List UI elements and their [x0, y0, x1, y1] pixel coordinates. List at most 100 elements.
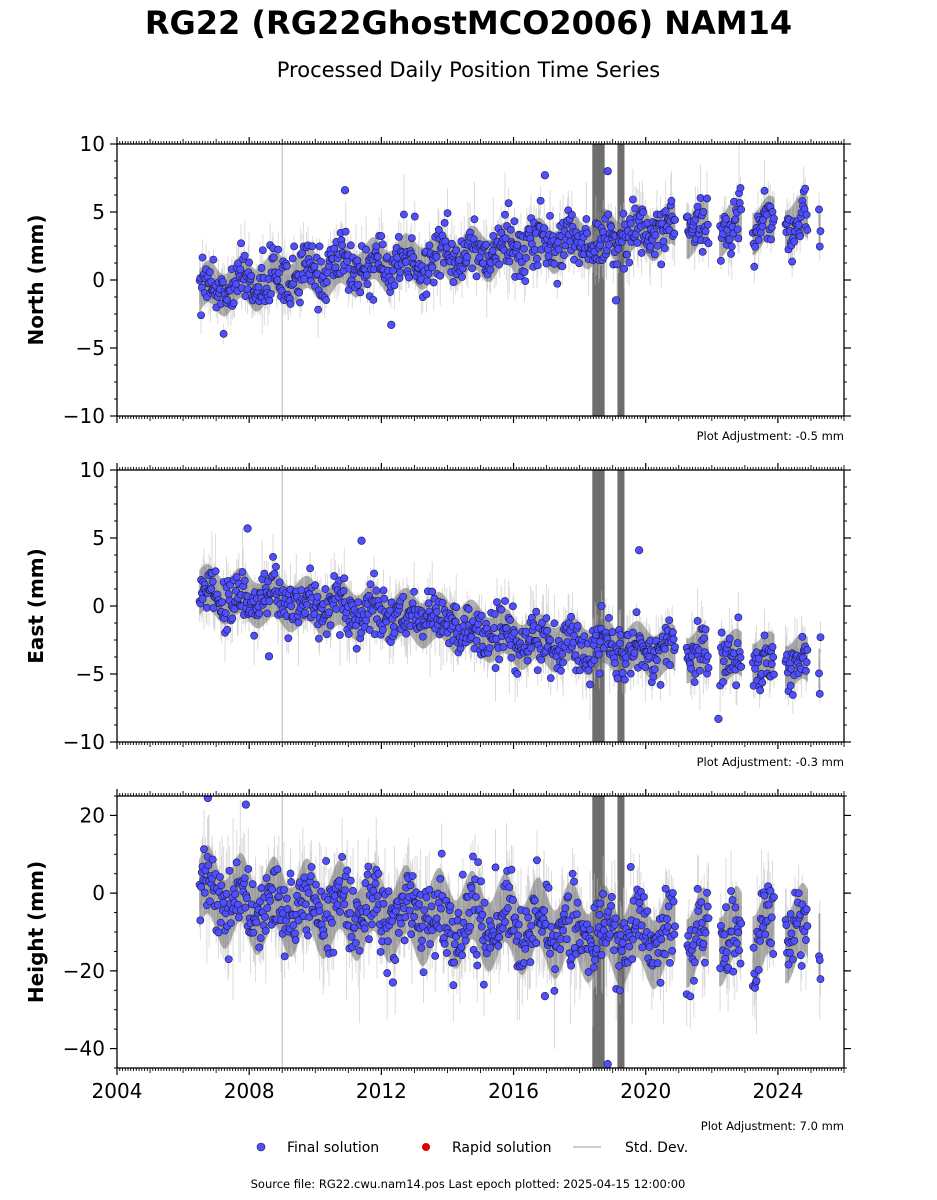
data-point: [550, 260, 559, 268]
data-point: [704, 239, 713, 248]
data-point: [458, 273, 466, 281]
data-point: [286, 300, 295, 308]
data-point: [423, 277, 432, 285]
data-point: [639, 208, 647, 217]
data-point: [369, 295, 378, 304]
panel-0: −10 −5 0 5 10 North (mm) Plot Adjustment: -0.5…: [24, 132, 851, 443]
data-point: [530, 246, 539, 254]
data-point: [653, 241, 662, 250]
y-tick-label: −5: [76, 336, 105, 360]
data-point: [698, 248, 707, 256]
data-point: [219, 329, 228, 338]
data-point: [237, 239, 245, 248]
data-point: [510, 217, 519, 226]
data-point: [703, 194, 711, 203]
data-point: [389, 266, 397, 275]
data-point: [436, 271, 445, 280]
data-point: [394, 232, 403, 241]
data-point: [208, 577, 217, 586]
data-point: [553, 279, 562, 288]
data-point: [505, 257, 514, 266]
data-point: [651, 231, 660, 240]
data-point: [254, 283, 263, 291]
data-point: [238, 568, 247, 576]
data-point: [657, 260, 666, 269]
data-point: [405, 273, 413, 282]
data-point: [631, 204, 639, 213]
data-point: [396, 268, 405, 277]
data-point: [619, 209, 628, 218]
data-point: [274, 245, 283, 254]
data-point: [232, 586, 240, 595]
data-point: [209, 255, 218, 264]
data-point: [452, 246, 461, 255]
data-point: [447, 239, 456, 248]
data-point: [236, 265, 245, 274]
data-point: [440, 219, 449, 227]
data-point: [322, 296, 331, 304]
data-point: [770, 214, 778, 223]
data-point: [506, 225, 515, 234]
data-point: [330, 244, 339, 253]
data-point: [296, 298, 304, 307]
data-point: [407, 234, 416, 242]
data-point: [317, 257, 325, 266]
data-point: [218, 277, 227, 286]
data-point: [667, 196, 676, 205]
data-point: [546, 211, 554, 220]
data-point: [409, 253, 418, 262]
data-point: [221, 609, 230, 618]
data-point: [198, 594, 207, 603]
data-point: [410, 212, 419, 221]
data-point: [463, 253, 472, 262]
data-point: [218, 598, 227, 607]
data-point: [362, 245, 370, 254]
data-point: [422, 290, 431, 299]
data-point: [583, 229, 592, 238]
data-point: [377, 232, 386, 240]
data-point: [633, 238, 642, 247]
data-point: [559, 251, 568, 260]
data-point: [314, 305, 323, 314]
data-point: [735, 199, 744, 207]
data-point: [322, 278, 331, 286]
data-point: [520, 268, 529, 276]
data-point: [794, 220, 803, 229]
data-point: [637, 249, 646, 257]
data-point: [378, 240, 387, 249]
data-point: [504, 199, 513, 208]
data-point: [733, 225, 742, 234]
data-point: [661, 207, 670, 216]
data-point: [501, 234, 510, 243]
outlier-point: [603, 167, 612, 176]
data-point: [519, 244, 528, 253]
data-point: [288, 254, 297, 263]
plot-adjustment-note: Plot Adjustment: -0.5 mm: [697, 429, 844, 443]
data-point: [722, 214, 730, 223]
chart-title: RG22 (RG22GhostMCO2006) NAM14: [144, 4, 793, 42]
data-point: [282, 262, 291, 270]
y-axis-label: North (mm): [24, 214, 48, 345]
data-point: [703, 220, 712, 229]
data-point: [736, 184, 745, 192]
data-point: [363, 280, 372, 289]
data-point: [495, 260, 504, 269]
data-point: [605, 240, 613, 249]
data-point: [306, 277, 315, 285]
data-point: [197, 311, 205, 320]
data-point: [247, 271, 256, 280]
data-point: [432, 252, 441, 261]
data-point: [241, 292, 250, 301]
data-point: [582, 215, 591, 223]
data-point: [536, 196, 545, 205]
data-point: [356, 288, 365, 297]
outlier-point: [340, 186, 350, 195]
data-point: [373, 252, 382, 261]
y-tick-label: 0: [92, 268, 105, 292]
y-tick-label: 10: [80, 132, 105, 156]
data-point: [607, 222, 615, 231]
data-point: [472, 272, 481, 281]
